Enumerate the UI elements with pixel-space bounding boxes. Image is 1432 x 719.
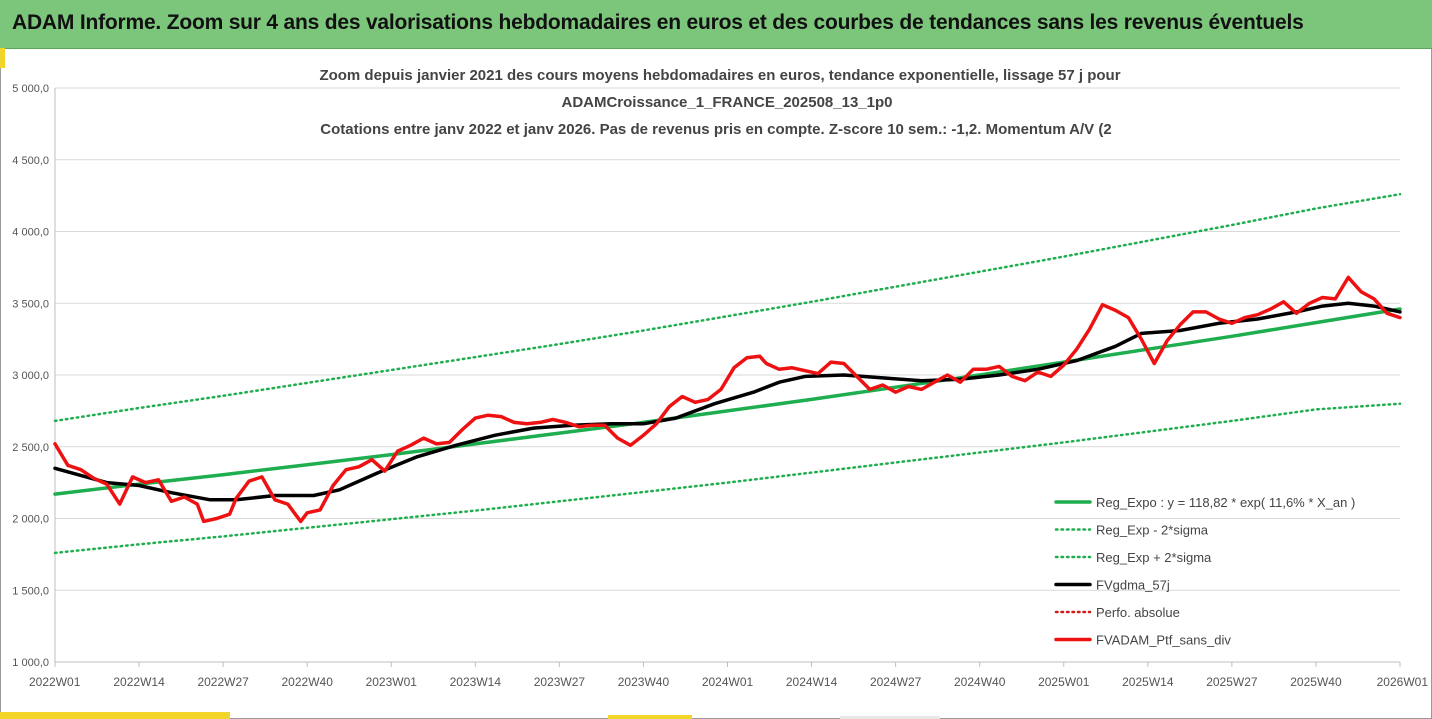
x-tick-label: 2023W27 xyxy=(534,675,586,689)
x-tick-label: 2026W01 xyxy=(1377,675,1429,689)
accent-mark-left xyxy=(0,48,5,68)
x-tick-label: 2023W01 xyxy=(366,675,418,689)
y-tick-label: 3 500,0 xyxy=(12,298,49,310)
report-title: ADAM Informe. Zoom sur 4 ans des valoris… xyxy=(12,11,1304,34)
x-tick-label: 2025W40 xyxy=(1290,675,1342,689)
legend-label: Reg_Exp + 2*sigma xyxy=(1096,550,1212,565)
x-tick-label: 2024W27 xyxy=(870,675,922,689)
series-line-reg-exp-2-sigma xyxy=(53,402,1402,555)
y-tick-label: 2 000,0 xyxy=(12,514,49,526)
legend-label: Perfo. absolue xyxy=(1096,605,1180,620)
legend-label: FVADAM_Ptf_sans_div xyxy=(1096,633,1231,648)
chart-title-line-1: Zoom depuis janvier 2021 des cours moyen… xyxy=(319,67,1120,84)
y-tick-label: 4 500,0 xyxy=(12,155,49,167)
x-tick-label: 2025W27 xyxy=(1206,675,1258,689)
x-tick-label: 2022W40 xyxy=(282,675,334,689)
accent-mark-bottom-mid2 xyxy=(840,716,940,719)
legend-label: Reg_Expo : y = 118,82 * exp( 11,6% * X_a… xyxy=(1096,495,1355,510)
y-tick-label: 4 000,0 xyxy=(12,227,49,239)
x-tick-label: 2025W14 xyxy=(1122,675,1174,689)
x-tick-label: 2024W01 xyxy=(702,675,754,689)
chart-title-line-3: Cotations entre janv 2022 et janv 2026. … xyxy=(320,121,1111,138)
y-tick-label: 2 500,0 xyxy=(12,442,49,454)
chart-title-line-2: ADAMCroissance_1_FRANCE_202508_13_1p0 xyxy=(561,94,892,111)
series-line-reg-expo-y-118-82-exp-11-6-x-an xyxy=(53,307,1402,496)
x-axis: 2022W01 2022W14 2022W27 2022W40 2023W01 2023W… xyxy=(29,661,1429,689)
x-tick-label: 2023W40 xyxy=(618,675,670,689)
accent-mark-bottom-mid xyxy=(608,715,692,719)
series-line-reg-exp-2-sigma xyxy=(53,192,1402,423)
x-tick-label: 2022W27 xyxy=(197,675,249,689)
x-tick-label: 2022W14 xyxy=(113,675,165,689)
y-tick-label: 5 000,0 xyxy=(12,83,49,95)
header-banner: ADAM Informe. Zoom sur 4 ans des valoris… xyxy=(0,0,1432,49)
x-tick-label: 2022W01 xyxy=(29,675,81,689)
x-tick-label: 2023W14 xyxy=(450,675,502,689)
x-tick-label: 2025W01 xyxy=(1038,675,1090,689)
legend: Reg_Expo : y = 118,82 * exp( 11,6% * X_a… xyxy=(1054,495,1355,648)
x-tick-label: 2024W40 xyxy=(954,675,1006,689)
legend-label: Reg_Exp - 2*sigma xyxy=(1096,523,1209,538)
legend-label: FVgdma_57j xyxy=(1096,578,1170,593)
y-tick-label: 1 000,0 xyxy=(12,657,49,669)
series-layer xyxy=(53,192,1402,555)
accent-mark-bottom-left xyxy=(0,712,230,719)
series-line-fvgdma-57j xyxy=(53,301,1402,502)
y-tick-label: 1 500,0 xyxy=(12,585,49,597)
series-line-fvadam-ptf-sans-div xyxy=(53,275,1402,524)
chart-title: Zoom depuis janvier 2021 des cours moyen… xyxy=(319,67,1120,138)
y-axis: 1 000,0 1 500,0 2 000,0 2 500,0 3 000,0 3 500… xyxy=(12,83,56,669)
gridlines xyxy=(55,87,1400,663)
y-tick-label: 3 000,0 xyxy=(12,370,49,382)
x-tick-label: 2024W14 xyxy=(786,675,838,689)
